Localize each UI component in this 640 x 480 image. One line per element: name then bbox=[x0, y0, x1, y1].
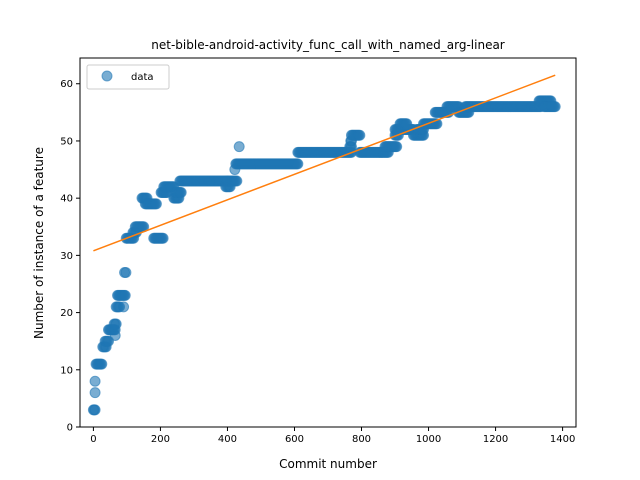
data-point bbox=[401, 118, 413, 130]
x-tick-label: 0 bbox=[90, 434, 96, 445]
y-axis-ticks: 0 10 20 30 40 50 60 bbox=[60, 79, 80, 434]
data-point bbox=[549, 101, 561, 113]
x-tick-label: 400 bbox=[218, 434, 237, 445]
data-point bbox=[118, 301, 130, 313]
y-tick-label: 0 bbox=[67, 423, 73, 434]
x-tick-label: 1200 bbox=[483, 434, 508, 445]
y-axis-label: Number of instance of a feature bbox=[32, 147, 46, 339]
data-point bbox=[89, 404, 101, 416]
data-point bbox=[292, 158, 304, 170]
y-tick-label: 50 bbox=[60, 136, 73, 147]
data-point bbox=[150, 198, 162, 210]
data-point bbox=[96, 358, 108, 370]
data-points bbox=[87, 95, 561, 416]
data-point bbox=[157, 232, 169, 244]
x-tick-label: 200 bbox=[151, 434, 170, 445]
legend: data bbox=[86, 64, 170, 90]
legend-label-data: data bbox=[131, 72, 154, 83]
data-point bbox=[89, 387, 101, 399]
x-axis-label: Commit number bbox=[279, 457, 377, 471]
chart-title: net-bible-android-activity_func_call_wit… bbox=[151, 38, 505, 52]
x-tick-label: 800 bbox=[352, 434, 371, 445]
data-point bbox=[120, 267, 132, 279]
linear-fit bbox=[93, 74, 556, 252]
data-point bbox=[354, 129, 366, 141]
data-point bbox=[391, 141, 403, 153]
x-tick-label: 600 bbox=[285, 434, 304, 445]
data-point bbox=[89, 375, 101, 387]
y-tick-label: 10 bbox=[60, 365, 73, 376]
data-point bbox=[109, 329, 121, 341]
legend-marker bbox=[101, 70, 113, 82]
data-point bbox=[233, 141, 245, 153]
data-point bbox=[110, 318, 122, 330]
y-tick-label: 20 bbox=[60, 308, 73, 319]
x-tick-label: 1400 bbox=[550, 434, 575, 445]
data-point bbox=[119, 289, 131, 301]
plot-frame bbox=[79, 57, 577, 428]
y-tick-label: 30 bbox=[60, 251, 73, 262]
y-tick-label: 60 bbox=[60, 79, 73, 90]
y-tick-label: 40 bbox=[60, 194, 73, 205]
fit-line bbox=[93, 74, 556, 252]
data-point bbox=[175, 186, 187, 198]
x-axis-ticks: 0 200 400 600 800 1000 1200 1400 bbox=[90, 427, 575, 445]
x-tick-label: 1000 bbox=[416, 434, 441, 445]
data-point bbox=[231, 175, 243, 187]
legend-box bbox=[86, 64, 170, 90]
